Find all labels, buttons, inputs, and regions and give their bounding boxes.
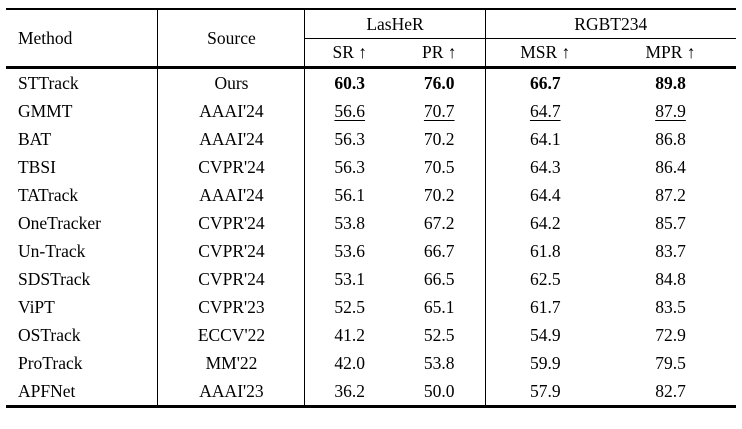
table-row: SDSTrack CVPR'24 53.1 66.5 62.5 84.8 (5, 265, 736, 293)
table-row: TBSI CVPR'24 56.3 70.5 64.3 86.4 (5, 153, 736, 181)
table-row: ViPT CVPR'23 52.5 65.1 61.7 83.5 (5, 293, 736, 321)
metric-value-cell: 83.7 (655, 241, 686, 261)
metric-value-cell: 76.0 (423, 73, 455, 93)
metric-value-cell: 64.7 (484, 97, 605, 125)
metric-value-cell: 56.3 (334, 129, 366, 149)
metric-value-cell: 56.3 (334, 157, 366, 177)
metric-value-cell: 70.7 (423, 101, 455, 121)
metric-value-cell: 61.8 (484, 237, 605, 265)
method-name-cell: OSTrack (5, 321, 159, 349)
metric-value-cell: 36.2 (334, 381, 366, 401)
metric-value-cell: 62.5 (484, 265, 605, 293)
table-row: BAT AAAI'24 56.3 70.2 64.1 86.8 (5, 125, 736, 153)
metric-value-cell: 64.2 (484, 209, 605, 237)
metric-value-cell: 57.9 (484, 377, 605, 407)
metric-value-cell: 87.9 (655, 101, 686, 121)
table-body: STTrack Ours 60.3 76.0 66.7 89.8 GMMT AAAI'24 56… (5, 67, 736, 407)
metric-value-cell: 41.2 (334, 325, 366, 345)
method-name-cell: GMMT (5, 97, 159, 125)
metric-value-cell: 60.3 (334, 73, 366, 93)
metric-value-cell: 85.7 (655, 213, 686, 233)
source-cell: Ours (157, 67, 306, 97)
method-name-cell: BAT (5, 125, 159, 153)
table-row: OneTracker CVPR'24 53.8 67.2 64.2 85.7 (5, 209, 736, 237)
results-table: Method Source LasHeR RGBT234 SR ↑ PR ↑ M… (5, 8, 736, 408)
metric-value-cell: 70.5 (423, 157, 455, 177)
metric-value-cell: 53.6 (334, 241, 366, 261)
table-row: STTrack Ours 60.3 76.0 66.7 89.8 (5, 67, 736, 97)
metric-value-cell: 56.6 (334, 101, 366, 121)
source-column-header: Source (157, 9, 306, 68)
source-cell: CVPR'24 (157, 237, 306, 265)
method-name-cell: TBSI (5, 153, 159, 181)
subheader-msr: MSR ↑ (484, 38, 605, 68)
method-name-cell: ViPT (5, 293, 159, 321)
method-name-cell: OneTracker (5, 209, 159, 237)
source-cell: AAAI'24 (157, 125, 306, 153)
metric-value-cell: 84.8 (655, 269, 686, 289)
group-header-lasher: LasHeR (304, 9, 485, 39)
metric-value-cell: 53.8 (334, 213, 366, 233)
subheader-mpr: MPR ↑ (645, 42, 696, 62)
source-cell: CVPR'24 (157, 153, 306, 181)
metric-value-cell: 59.9 (484, 349, 605, 377)
method-name-cell: APFNet (5, 377, 159, 407)
table-row: GMMT AAAI'24 56.6 70.7 64.7 87.9 (5, 97, 736, 125)
table-row: APFNet AAAI'23 36.2 50.0 57.9 82.7 (5, 377, 736, 407)
method-name-cell: STTrack (5, 67, 159, 97)
metric-value-cell: 86.4 (655, 157, 686, 177)
table-row: Un-Track CVPR'24 53.6 66.7 61.8 83.7 (5, 237, 736, 265)
metric-value-cell: 61.7 (484, 293, 605, 321)
metric-value-cell: 86.8 (655, 129, 686, 149)
metric-value-cell: 50.0 (423, 381, 455, 401)
source-cell: AAAI'24 (157, 97, 306, 125)
method-column-header: Method (5, 9, 159, 68)
source-cell: AAAI'23 (157, 377, 306, 407)
metric-value-cell: 65.1 (423, 297, 455, 317)
metric-value-cell: 53.1 (334, 269, 366, 289)
source-cell: CVPR'24 (157, 265, 306, 293)
metric-value-cell: 52.5 (423, 325, 455, 345)
metric-value-cell: 66.7 (484, 67, 605, 97)
metric-value-cell: 87.2 (655, 185, 686, 205)
metric-value-cell: 64.1 (484, 125, 605, 153)
header-row-groups: Method Source LasHeR RGBT234 (5, 9, 736, 68)
method-name-cell: SDSTrack (5, 265, 159, 293)
metric-value-cell: 54.9 (484, 321, 605, 349)
method-name-cell: ProTrack (5, 349, 159, 377)
metric-value-cell: 64.4 (484, 181, 605, 209)
metric-value-cell: 53.8 (423, 353, 455, 373)
source-cell: CVPR'23 (157, 293, 306, 321)
metric-value-cell: 89.8 (655, 73, 686, 93)
metric-value-cell: 42.0 (334, 353, 366, 373)
metric-value-cell: 72.9 (655, 325, 686, 345)
metric-value-cell: 64.3 (484, 153, 605, 181)
source-cell: ECCV'22 (157, 321, 306, 349)
table-row: ProTrack MM'22 42.0 53.8 59.9 79.5 (5, 349, 736, 377)
metric-value-cell: 70.2 (423, 129, 455, 149)
metric-value-cell: 52.5 (334, 297, 366, 317)
header-row-metrics: SR ↑ PR ↑ MSR ↑ MPR ↑ (6, 38, 736, 68)
group-header-rgbt234: RGBT234 (484, 9, 736, 39)
metric-value-cell: 82.7 (655, 381, 686, 401)
metric-value-cell: 66.7 (423, 241, 455, 261)
table-row: TATrack AAAI'24 56.1 70.2 64.4 87.2 (5, 181, 736, 209)
subheader-pr: PR ↑ (421, 42, 457, 62)
method-name-cell: TATrack (5, 181, 159, 209)
source-cell: CVPR'24 (157, 209, 306, 237)
table-header: Method Source LasHeR RGBT234 SR ↑ PR ↑ M… (5, 9, 736, 68)
paper-table-region: Method Source LasHeR RGBT234 SR ↑ PR ↑ M… (5, 8, 736, 408)
source-cell: AAAI'24 (157, 181, 306, 209)
metric-value-cell: 79.5 (655, 353, 686, 373)
metric-value-cell: 83.5 (655, 297, 686, 317)
metric-value-cell: 70.2 (423, 185, 455, 205)
source-cell: MM'22 (157, 349, 306, 377)
table-row: OSTrack ECCV'22 41.2 52.5 54.9 72.9 (5, 321, 736, 349)
metric-value-cell: 67.2 (423, 213, 455, 233)
subheader-sr: SR ↑ (332, 42, 367, 62)
method-name-cell: Un-Track (5, 237, 159, 265)
metric-value-cell: 56.1 (334, 185, 366, 205)
metric-value-cell: 66.5 (423, 269, 455, 289)
